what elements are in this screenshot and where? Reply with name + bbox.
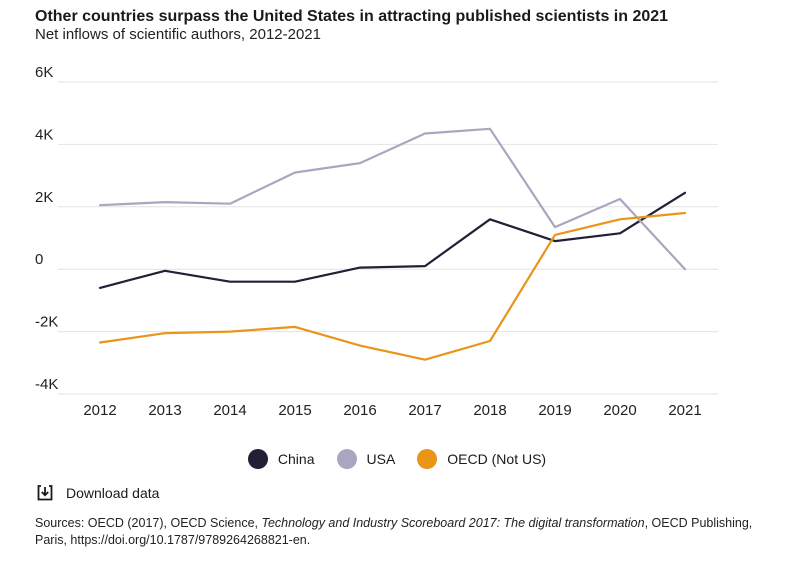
source-title: Technology and Industry Scoreboard 2017:… (261, 516, 645, 530)
x-tick-label: 2021 (668, 402, 701, 419)
x-tick-label: 2017 (408, 402, 441, 419)
chart-subtitle: Net inflows of scientific authors, 2012-… (35, 26, 321, 43)
series-line-0 (98, 191, 687, 289)
legend-label-china: China (277, 451, 315, 467)
legend-item-usa[interactable]: USA (336, 449, 396, 469)
x-tick-label: 2018 (473, 402, 506, 419)
download-icon (37, 485, 53, 501)
legend-swatch-oecd (417, 449, 438, 469)
source-note: Sources: OECD (2017), OECD Science, Tech… (35, 515, 765, 549)
download-data-button[interactable]: Download data (36, 484, 159, 502)
legend-item-china[interactable]: China (247, 449, 315, 469)
y-tick-label: 2K (35, 189, 53, 206)
y-axis-ticks: 6K 4K 2K 0 -2K -4K (35, 64, 58, 393)
x-tick-label: 2020 (603, 402, 636, 419)
x-tick-label: 2015 (278, 402, 311, 419)
y-tick-label: 4K (35, 126, 53, 143)
source-suffix: , OECD Publishing, Paris, https://doi.or… (35, 516, 753, 547)
x-tick-label: 2012 (83, 402, 116, 419)
legend-swatch-usa (336, 449, 357, 469)
series-line-1 (98, 127, 687, 271)
series-line-2 (98, 211, 687, 361)
chart-title: Other countries surpass the United State… (35, 8, 669, 25)
x-tick-label: 2013 (148, 402, 181, 419)
x-axis-ticks: 2012 2013 2014 2015 2016 2017 2018 2019 2020 2021 (83, 402, 701, 419)
gridlines (58, 81, 718, 395)
x-tick-label: 2014 (213, 402, 246, 419)
legend-swatch-china (247, 449, 268, 469)
y-tick-label: 0 (35, 251, 43, 268)
legend-label-oecd: OECD (Not US) (447, 451, 547, 467)
y-tick-label: -4K (35, 376, 58, 393)
download-data-label: Download data (66, 485, 160, 501)
x-tick-label: 2016 (343, 402, 376, 419)
series-lines (98, 127, 687, 361)
legend-label-usa: USA (366, 451, 396, 467)
legend-item-oecd[interactable]: OECD (Not US) (417, 449, 546, 469)
source-prefix: Sources: OECD (2017), OECD Science, (35, 516, 262, 530)
y-tick-label: -2K (35, 314, 58, 331)
x-tick-label: 2019 (538, 402, 571, 419)
legend: China USA OECD (Not US) (0, 449, 794, 469)
y-tick-label: 6K (35, 64, 53, 81)
